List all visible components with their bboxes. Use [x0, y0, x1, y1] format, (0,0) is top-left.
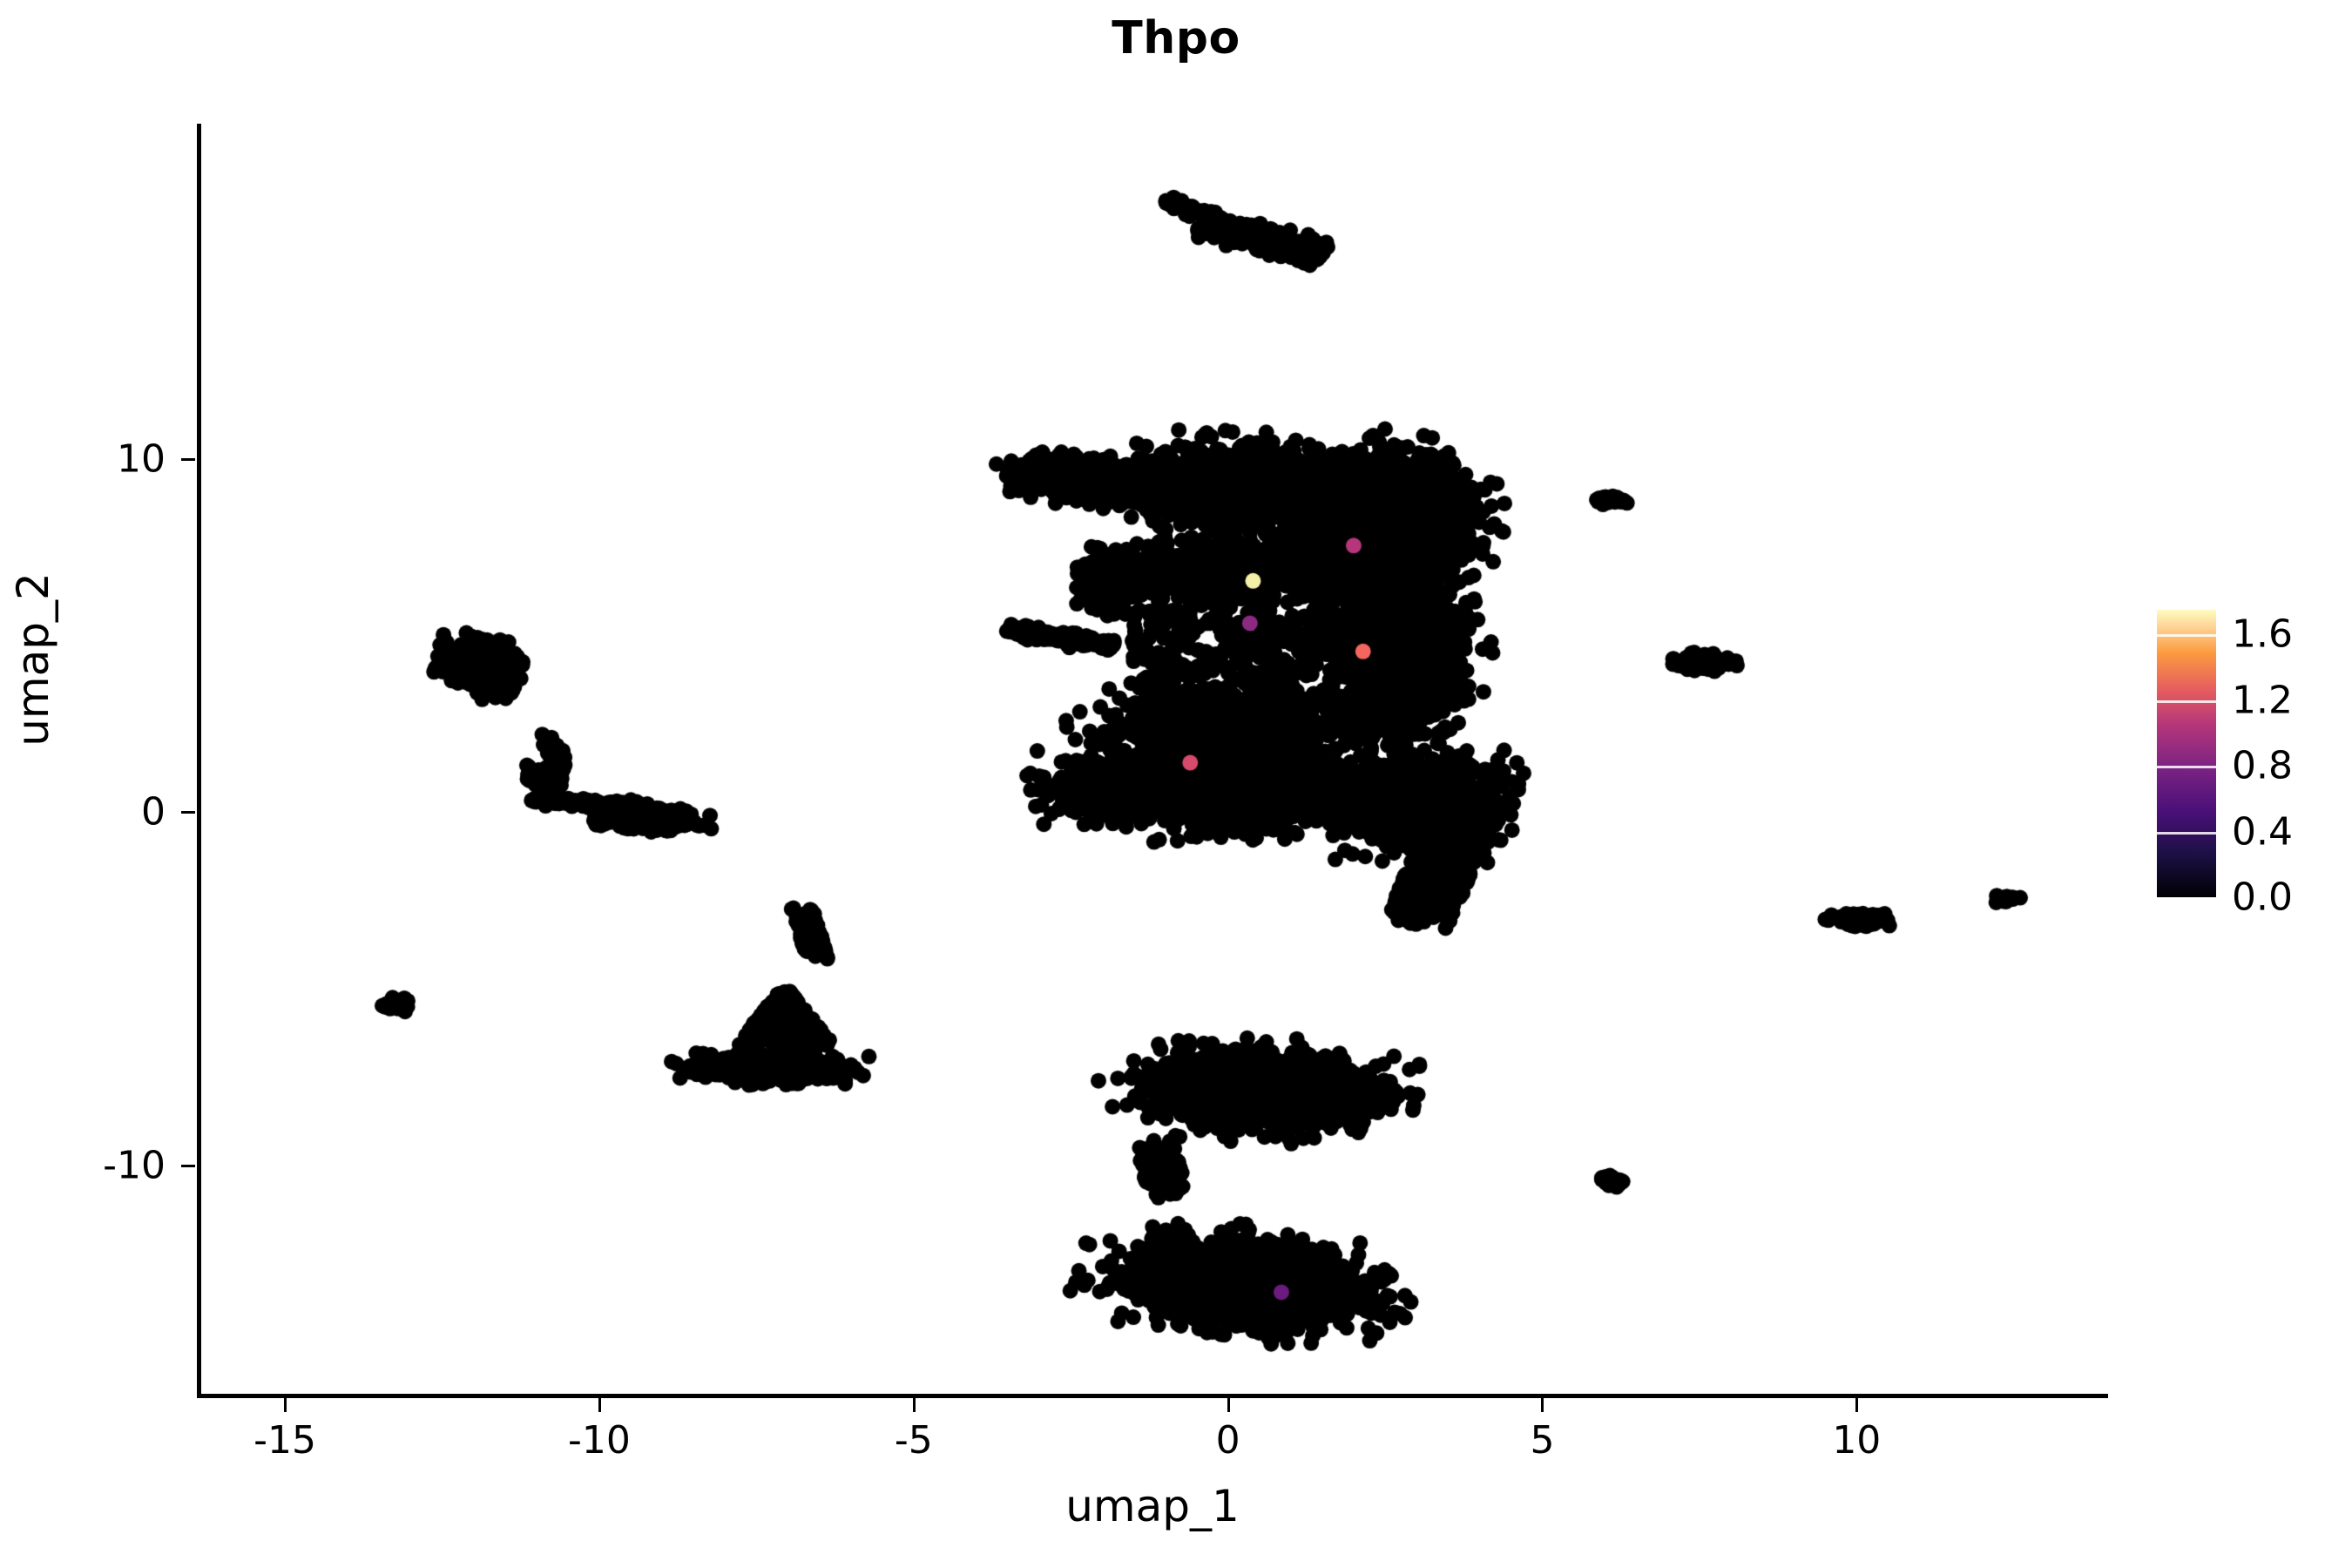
x-tick-mark — [1855, 1398, 1859, 1412]
colorbar-gradient — [2157, 610, 2216, 897]
scatter-plot-area — [197, 124, 2108, 1398]
x-tick-label: 0 — [1215, 1418, 1240, 1463]
colorbar-tick-label: 1.2 — [2232, 678, 2293, 723]
colorbar-tick-label: 0.8 — [2232, 743, 2293, 788]
x-tick-mark — [598, 1398, 601, 1412]
x-tick-label: 5 — [1530, 1418, 1555, 1463]
colorbar-tick-label: 0.0 — [2232, 875, 2293, 920]
colorbar-tick-mark — [2157, 634, 2216, 638]
page-title: Thpo — [1112, 12, 1240, 64]
x-tick-label: -15 — [253, 1418, 316, 1463]
colorbar-tick-mark — [2157, 766, 2216, 769]
y-tick-label: -10 — [103, 1143, 166, 1188]
x-tick-label: 10 — [1832, 1418, 1882, 1463]
x-tick-mark — [284, 1398, 287, 1412]
y-tick-mark — [181, 458, 195, 461]
colorbar-tick-label: 1.6 — [2232, 612, 2293, 657]
plot-axes: -15 -10 -5 0 5 10 10 0 -10 — [103, 124, 2108, 1463]
colorbar-tick-mark — [2157, 831, 2216, 835]
x-tick-label: -10 — [567, 1418, 631, 1463]
y-tick-label: 10 — [117, 436, 166, 482]
colorbar: 1.6 1.2 0.8 0.4 0.0 — [2157, 610, 2331, 920]
y-tick-mark — [181, 1164, 195, 1167]
y-axis-label: umap_2 — [8, 572, 58, 747]
x-tick-mark — [912, 1398, 916, 1412]
y-tick-mark — [181, 811, 195, 814]
x-axis-label: umap_1 — [1065, 1481, 1240, 1531]
colorbar-tick-label: 0.4 — [2232, 809, 2293, 855]
x-tick-mark — [1541, 1398, 1544, 1412]
y-tick-label: 0 — [141, 789, 166, 835]
x-tick-label: -5 — [894, 1418, 933, 1463]
colorbar-tick-mark — [2157, 700, 2216, 703]
x-tick-mark — [1227, 1398, 1230, 1412]
